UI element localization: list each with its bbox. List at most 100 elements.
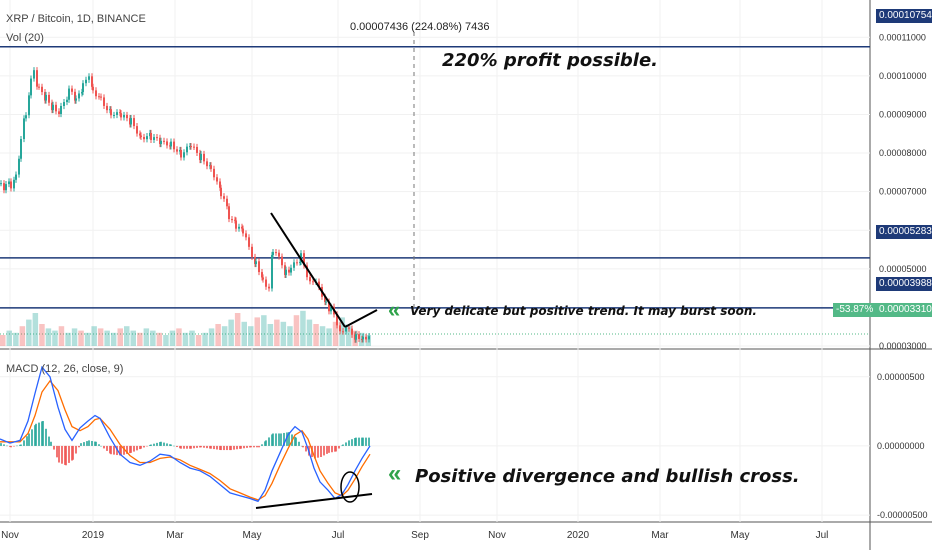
- volume-bar: [320, 326, 326, 346]
- candle-body: [41, 87, 43, 92]
- volume-bar: [33, 313, 39, 346]
- candle-body: [265, 280, 267, 287]
- macd-histogram-bar: [150, 445, 152, 446]
- volume-bar: [124, 326, 130, 346]
- macd-histogram-bar: [16, 446, 18, 447]
- macd-histogram-bar: [233, 446, 235, 450]
- x-tick-label: Sep: [411, 530, 429, 541]
- candle-body: [365, 337, 367, 340]
- x-tick-label: Jul: [332, 530, 345, 541]
- macd-histogram-bar: [78, 446, 80, 447]
- candle-body: [78, 93, 80, 98]
- macd-histogram-bar: [326, 446, 328, 454]
- macd-histogram-bar: [223, 446, 225, 450]
- candle-body: [82, 83, 84, 92]
- volume-bar: [268, 324, 274, 346]
- macd-histogram-bar: [265, 440, 267, 446]
- candle-body: [113, 115, 115, 116]
- divergence-annotation: Positive divergence and bullish cross.: [415, 466, 800, 487]
- macd-histogram-bar: [176, 446, 178, 447]
- macd-histogram-bar: [280, 433, 282, 445]
- macd-histogram-bar: [295, 438, 297, 446]
- volume-bar: [281, 322, 287, 346]
- macd-tick-label: 0.00000000: [877, 441, 925, 451]
- volume-bar: [326, 328, 332, 346]
- macd-histogram-bar: [100, 446, 102, 447]
- volume-bar: [150, 331, 156, 346]
- candle-body: [342, 331, 344, 332]
- macd-histogram-bar: [186, 446, 188, 449]
- macd-histogram-bar: [338, 446, 340, 449]
- volume-bar: [294, 315, 300, 346]
- volume-bar: [20, 326, 26, 346]
- volume-bar: [85, 333, 91, 346]
- candle-body: [271, 255, 273, 288]
- volume-bar: [98, 328, 104, 346]
- volume-bar: [176, 328, 182, 346]
- candle-body: [339, 325, 341, 331]
- trend-annotation: Very delicate but positive trend. It may…: [410, 304, 757, 318]
- volume-bar: [170, 331, 176, 346]
- macd-histogram-bar: [243, 446, 245, 448]
- macd-histogram-bar: [317, 446, 319, 458]
- macd-histogram-bar: [23, 440, 25, 446]
- candle-body: [60, 106, 62, 114]
- candle-body: [228, 206, 230, 219]
- macd-histogram-bar: [206, 446, 208, 448]
- macd-histogram-bar: [113, 446, 115, 455]
- candle-body: [88, 76, 90, 79]
- macd-histogram-bar: [183, 446, 185, 449]
- macd-histogram-bar: [216, 446, 218, 450]
- candle-body: [48, 95, 50, 103]
- candle-body: [18, 159, 20, 175]
- volume-bar: [0, 335, 6, 346]
- macd-histogram-bar: [226, 446, 228, 450]
- candle-body: [100, 97, 102, 98]
- candle-body: [173, 142, 175, 150]
- macd-histogram-bar: [160, 442, 162, 446]
- macd-histogram-bar: [213, 446, 215, 449]
- candle-body: [110, 109, 112, 115]
- volume-bar: [131, 331, 137, 346]
- change-badge: -53.87%: [833, 303, 876, 317]
- volume-label: Vol (20): [6, 32, 44, 44]
- candle-body: [63, 102, 65, 106]
- candle-body: [38, 87, 40, 88]
- macd-histogram-bar: [80, 443, 82, 446]
- macd-histogram-bar: [203, 446, 205, 448]
- volume-bar: [215, 324, 221, 346]
- volume-bar: [222, 326, 228, 346]
- y-tick-label: 0.00010000: [879, 71, 927, 81]
- volume-bar: [144, 328, 150, 346]
- x-tick-label: 2020: [567, 530, 590, 541]
- price-tag-top: 0.00010754: [876, 9, 932, 23]
- macd-histogram-bar: [253, 446, 255, 447]
- candle-body: [106, 106, 108, 110]
- candle-body: [255, 261, 257, 264]
- candle-body: [85, 80, 87, 83]
- candle-body: [5, 184, 7, 190]
- candle-body: [275, 252, 277, 253]
- candle-body: [190, 146, 192, 147]
- macd-histogram-bar: [130, 446, 132, 453]
- x-tick-label: Mar: [166, 530, 184, 541]
- macd-histogram-bar: [45, 429, 47, 446]
- volume-bar: [163, 335, 169, 346]
- macd-histogram-bar: [261, 444, 263, 446]
- macd-histogram-bar: [133, 446, 135, 452]
- macd-histogram-bar: [6, 446, 8, 447]
- macd-tick-label: 0.00000500: [877, 372, 925, 382]
- macd-histogram-bar: [275, 433, 277, 445]
- macd-histogram-bar: [95, 442, 97, 446]
- volume-bar: [287, 326, 293, 346]
- volume-bar: [228, 320, 234, 346]
- macd-histogram-bar: [35, 424, 37, 446]
- volume-bar: [242, 322, 248, 346]
- macd-histogram-bar: [230, 446, 232, 450]
- macd-histogram-bar: [272, 433, 274, 445]
- macd-histogram-bar: [153, 444, 155, 446]
- macd-histogram-bar: [368, 438, 370, 446]
- candle-body: [235, 220, 237, 228]
- macd-histogram-bar: [351, 439, 353, 446]
- y-tick-label: 0.00011000: [879, 32, 926, 42]
